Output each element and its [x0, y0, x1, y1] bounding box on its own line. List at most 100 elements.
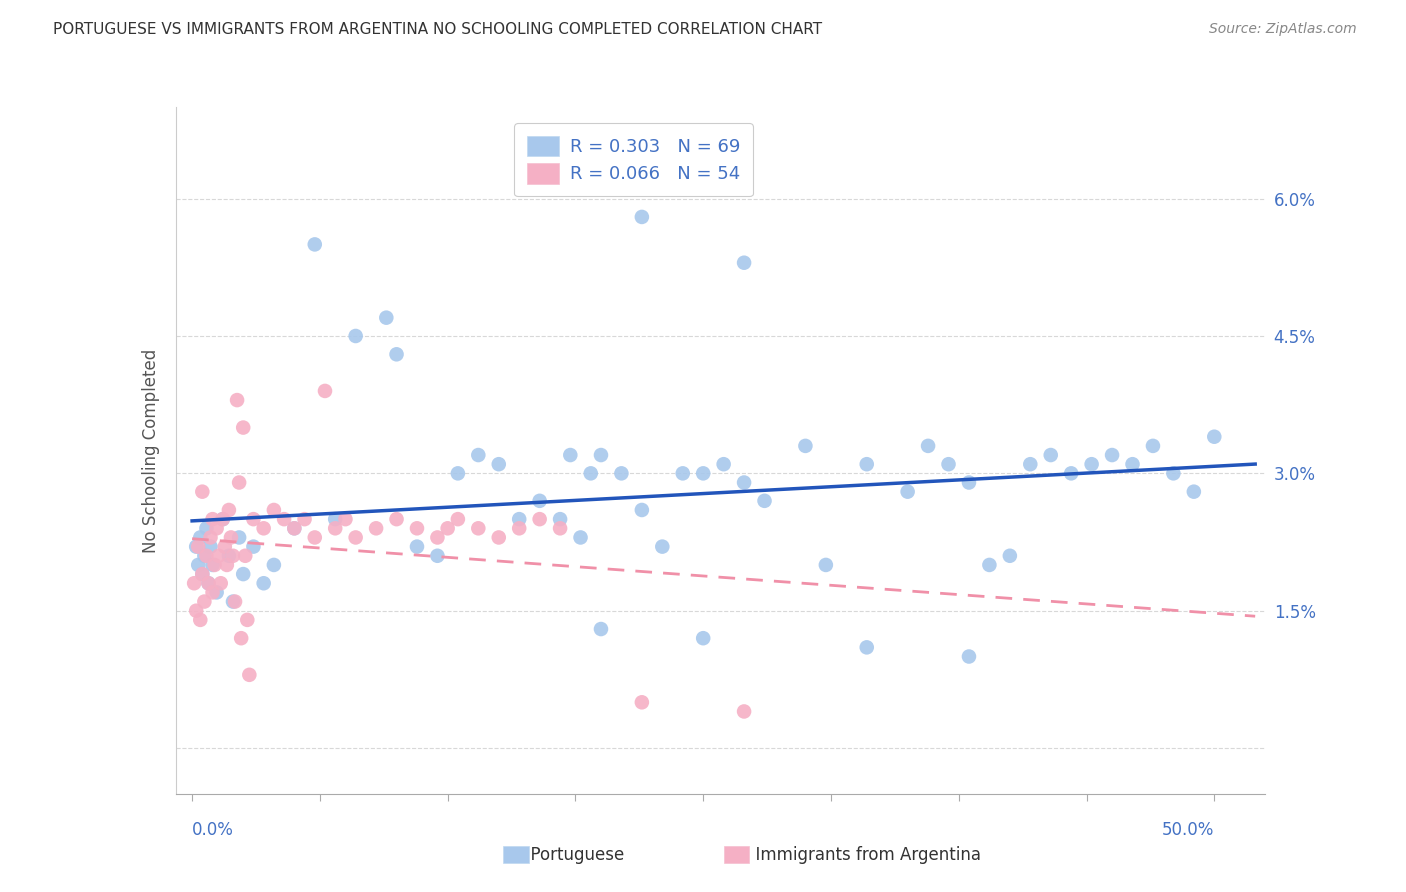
Point: [205, 585, 228, 599]
Point: [232, 567, 254, 582]
Point: [344, 531, 367, 545]
Point: [314, 384, 336, 398]
Point: [219, 531, 242, 545]
Point: [304, 237, 326, 252]
Point: [253, 521, 276, 535]
Point: [283, 521, 305, 535]
Point: [335, 512, 357, 526]
Point: [193, 594, 215, 608]
Text: 50.0%: 50.0%: [1161, 822, 1215, 839]
Point: [548, 512, 571, 526]
Point: [186, 540, 208, 554]
Point: [1121, 457, 1143, 471]
Point: [631, 695, 654, 709]
Point: [215, 558, 238, 572]
Point: [855, 457, 877, 471]
Point: [375, 310, 398, 325]
Point: [589, 448, 612, 462]
FancyBboxPatch shape: [503, 846, 529, 863]
Point: [193, 549, 215, 563]
Point: [232, 420, 254, 434]
Point: [263, 558, 285, 572]
Point: [426, 531, 449, 545]
Point: [426, 549, 449, 563]
Point: [692, 631, 714, 645]
Point: [218, 549, 240, 563]
Point: [733, 475, 755, 490]
Point: [186, 604, 208, 618]
Text: Source: ZipAtlas.com: Source: ZipAtlas.com: [1209, 22, 1357, 37]
Point: [228, 475, 250, 490]
Point: [385, 512, 408, 526]
Point: [188, 613, 211, 627]
Point: [794, 439, 817, 453]
Point: [1101, 448, 1123, 462]
Point: [273, 512, 295, 526]
Point: [692, 467, 714, 481]
Point: [733, 256, 755, 270]
Point: [631, 210, 654, 224]
Point: [294, 512, 316, 526]
Point: [754, 493, 776, 508]
Text: Immigrants from Argentina: Immigrants from Argentina: [745, 846, 981, 863]
Point: [406, 540, 429, 554]
Point: [218, 503, 240, 517]
Point: [713, 457, 735, 471]
Point: [222, 549, 245, 563]
Text: 0.0%: 0.0%: [193, 822, 233, 839]
Point: [488, 457, 510, 471]
Point: [236, 613, 259, 627]
Point: [183, 576, 205, 591]
Point: [200, 531, 222, 545]
Point: [344, 329, 367, 343]
Point: [191, 484, 214, 499]
Point: [733, 705, 755, 719]
Point: [211, 512, 233, 526]
Point: [187, 558, 209, 572]
Point: [209, 576, 232, 591]
Point: [957, 475, 980, 490]
Point: [814, 558, 837, 572]
Point: [579, 467, 602, 481]
Point: [569, 531, 592, 545]
Point: [1080, 457, 1102, 471]
Point: [897, 484, 920, 499]
Point: [214, 540, 236, 554]
Point: [304, 531, 326, 545]
Legend: R = 0.303   N = 69, R = 0.066   N = 54: R = 0.303 N = 69, R = 0.066 N = 54: [515, 123, 752, 196]
Point: [938, 457, 960, 471]
Point: [467, 521, 489, 535]
Point: [467, 448, 489, 462]
Point: [447, 512, 470, 526]
Point: [589, 622, 612, 636]
Point: [208, 549, 231, 563]
Point: [508, 512, 530, 526]
Point: [242, 540, 264, 554]
Point: [1182, 484, 1205, 499]
Point: [195, 521, 218, 535]
Point: [672, 467, 695, 481]
Point: [979, 558, 1001, 572]
Point: [204, 558, 226, 572]
Point: [238, 668, 260, 682]
Point: [998, 549, 1021, 563]
Point: [1142, 439, 1164, 453]
Point: [447, 467, 470, 481]
Point: [548, 521, 571, 535]
Point: [1060, 467, 1083, 481]
Point: [385, 347, 408, 361]
Point: [364, 521, 387, 535]
Point: [201, 512, 224, 526]
Point: [201, 558, 224, 572]
Point: [195, 549, 218, 563]
Point: [231, 631, 253, 645]
Point: [263, 503, 285, 517]
Point: [197, 576, 219, 591]
Point: [191, 567, 214, 582]
Y-axis label: No Schooling Completed: No Schooling Completed: [142, 349, 160, 552]
Point: [610, 467, 633, 481]
Point: [222, 594, 245, 608]
Point: [529, 493, 551, 508]
Point: [200, 540, 222, 554]
Point: [228, 531, 250, 545]
